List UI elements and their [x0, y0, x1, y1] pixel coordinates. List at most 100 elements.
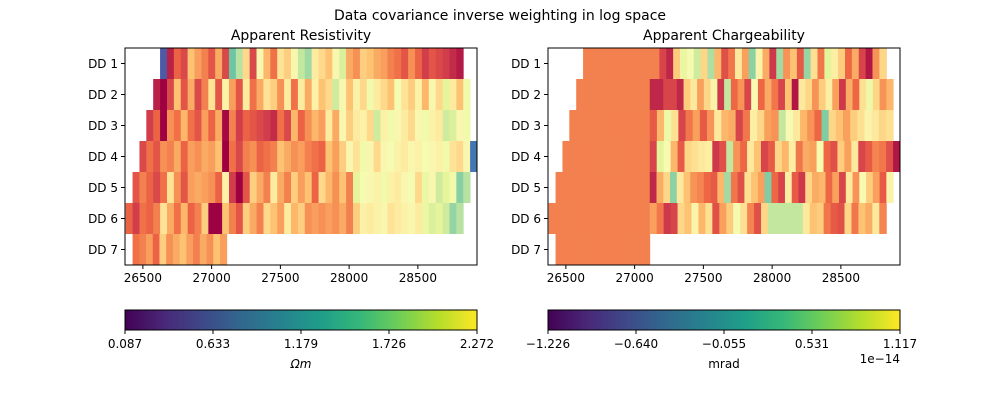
heatmap-cell — [249, 48, 257, 79]
heatmap-cell — [663, 141, 671, 172]
heatmap-cell — [562, 141, 570, 172]
heatmap-cell — [726, 141, 734, 172]
heatmap-cell — [173, 203, 182, 234]
figure-suptitle: Data covariance inverse weighting in log… — [334, 8, 666, 24]
heatmap-cell — [290, 79, 299, 110]
heatmap-cell — [263, 141, 271, 172]
y-tick-label: DD 5 — [511, 181, 541, 195]
heatmap-cell — [401, 203, 409, 234]
heatmap-cell — [394, 79, 402, 110]
heatmap-cell — [373, 172, 381, 203]
heatmap-cell — [569, 110, 577, 141]
heatmap-cell — [353, 110, 361, 141]
heatmap-cell — [631, 48, 639, 79]
heatmap-cell — [263, 48, 271, 79]
heatmap-cell — [256, 79, 264, 110]
heatmap-cell — [663, 203, 672, 234]
heatmap-cell — [624, 141, 632, 172]
heatmap-cell — [610, 48, 618, 79]
heatmap-cell — [297, 48, 306, 79]
heatmap-cell — [761, 203, 769, 234]
heatmap-cell — [699, 110, 708, 141]
y-tick-label: DD 7 — [511, 243, 541, 257]
heatmap-cell — [676, 172, 684, 203]
heatmap-cell — [645, 172, 653, 203]
heatmap-cell — [284, 141, 292, 172]
heatmap-cell — [744, 172, 752, 203]
heatmap-cell — [839, 79, 847, 110]
heatmap-cell — [724, 172, 732, 203]
heatmap-cell — [684, 203, 692, 234]
heatmap-cell — [242, 172, 251, 203]
heatmap-cell — [741, 48, 750, 79]
heatmap-cell — [201, 203, 209, 234]
heatmap-cell — [311, 203, 319, 234]
heatmap-cell — [215, 110, 223, 141]
heatmap-cell — [270, 172, 278, 203]
heatmap-cell — [857, 110, 865, 141]
heatmap-cell — [463, 110, 471, 141]
heatmap-cell — [791, 79, 799, 110]
heatmap-cell — [304, 48, 313, 79]
heatmap-cell — [387, 141, 395, 172]
heatmap-cell — [673, 48, 681, 79]
heatmap-cell — [622, 234, 630, 265]
heatmap-cell — [270, 79, 278, 110]
heatmap-cell — [603, 172, 612, 203]
heatmap-cell — [166, 141, 175, 172]
heatmap-cell — [304, 203, 313, 234]
heatmap-cell — [159, 234, 167, 265]
heatmap-cell — [821, 110, 830, 141]
heatmap-cell — [872, 79, 880, 110]
colorbar-offset-text: 1e−14 — [860, 352, 900, 366]
heatmap-cells — [125, 48, 478, 265]
heatmap-cell — [311, 141, 319, 172]
heatmap-cell — [332, 203, 340, 234]
heatmap-cell — [428, 203, 437, 234]
x-tick-label: 28500 — [822, 271, 860, 285]
panel-title: Apparent Chargeability — [643, 28, 805, 44]
heatmap-cell — [624, 110, 632, 141]
heatmap-cell — [456, 48, 464, 79]
heatmap-cell — [242, 141, 251, 172]
heatmap-cell — [173, 48, 182, 79]
heatmap-cell — [792, 110, 801, 141]
heatmap-cell — [456, 79, 464, 110]
y-tick-label: DD 4 — [511, 150, 541, 164]
heatmap-cell — [703, 172, 711, 203]
heatmap-cell — [153, 79, 161, 110]
heatmap-cell — [595, 234, 604, 265]
heatmap-cell — [213, 234, 221, 265]
heatmap-cell — [311, 79, 319, 110]
colorbar — [124, 309, 478, 331]
heatmap-cell — [380, 48, 388, 79]
heatmap-cell — [263, 172, 271, 203]
heatmap-cell — [631, 172, 639, 203]
heatmap-cell — [824, 48, 832, 79]
heatmap-cell — [737, 172, 745, 203]
panel-title: Apparent Resistivity — [231, 28, 371, 44]
heatmap-cell — [359, 48, 368, 79]
heatmap-cell — [442, 48, 450, 79]
heatmap-cell — [866, 172, 874, 203]
heatmap-cell — [697, 172, 705, 203]
heatmap-cell — [284, 203, 292, 234]
heatmap-cell — [179, 234, 187, 265]
heatmap-cell — [858, 141, 866, 172]
colorbar-tick-label: −0.640 — [614, 337, 658, 351]
heatmap-cell — [284, 172, 292, 203]
heatmap-cell — [263, 203, 271, 234]
heatmap-cell — [795, 203, 804, 234]
heatmap-cell — [645, 203, 653, 234]
heatmap-cell — [631, 79, 639, 110]
heatmap-cell — [610, 110, 618, 141]
heatmap-cell — [194, 141, 202, 172]
heatmap-cell — [387, 48, 395, 79]
heatmap-cell — [421, 79, 430, 110]
heatmap-cell — [825, 79, 833, 110]
heatmap-cell — [714, 48, 722, 79]
heatmap-cell — [691, 141, 699, 172]
heatmap-cell — [851, 48, 860, 79]
heatmap-cell — [638, 110, 646, 141]
heatmap-cell — [415, 203, 423, 234]
